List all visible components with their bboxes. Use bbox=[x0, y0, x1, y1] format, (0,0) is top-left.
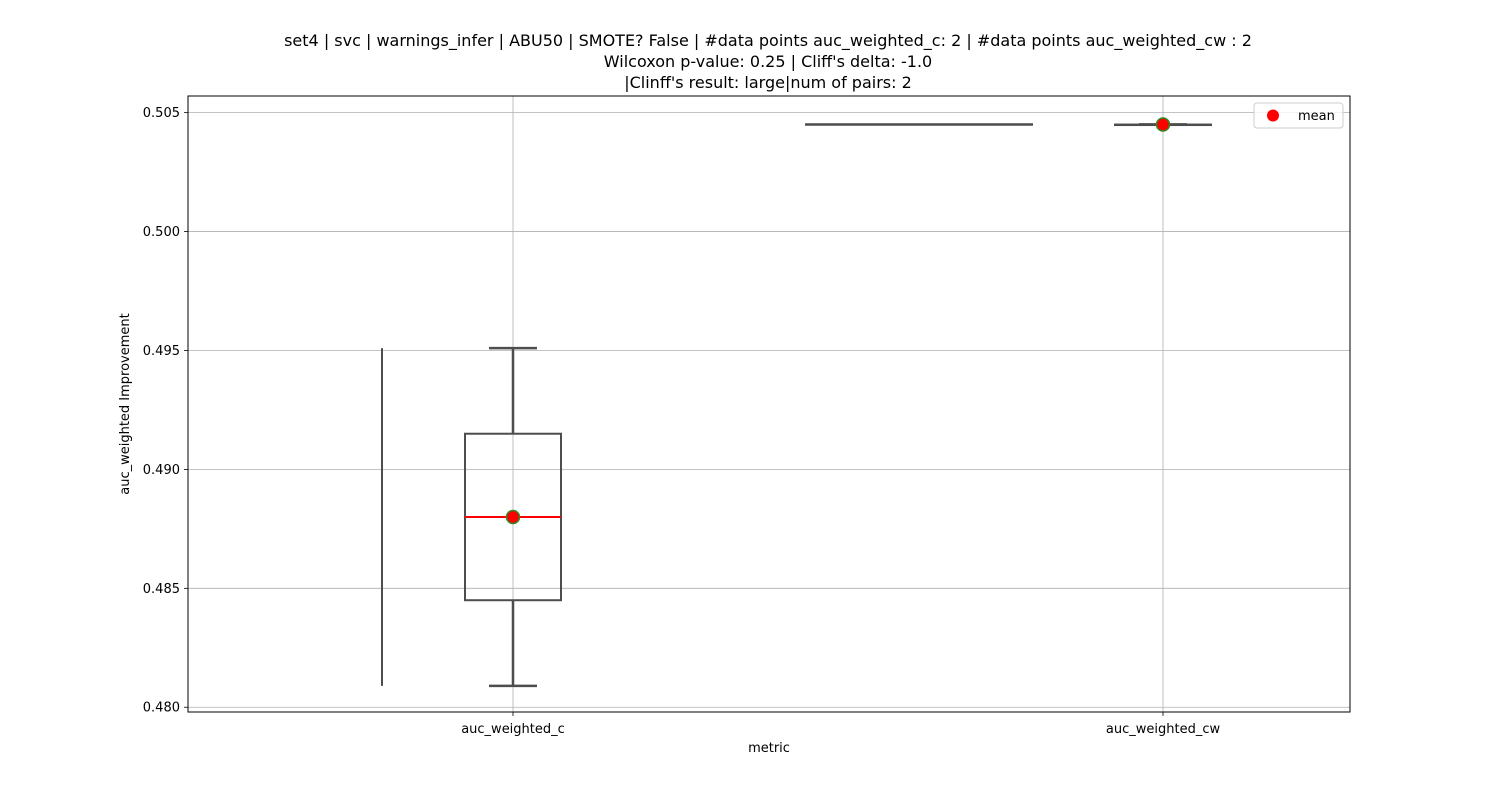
chart-title: set4 | svc | warnings_infer | ABU50 | SM… bbox=[284, 31, 1252, 92]
box-auc_weighted_c bbox=[464, 346, 562, 688]
legend: mean bbox=[1253, 102, 1344, 129]
mean-marker bbox=[505, 509, 521, 525]
y-axis-ticks: 0.480 0.485 0.490 0.495 0.500 0.505 bbox=[143, 106, 188, 716]
title-line-3: |Clinff's result: large|num of pairs: 2 bbox=[624, 73, 912, 92]
legend-entry-mean: mean bbox=[1298, 109, 1335, 124]
x-axis-label: metric bbox=[748, 741, 790, 756]
grid-lines bbox=[188, 96, 1350, 712]
y-tick-label: 0.480 bbox=[143, 701, 180, 716]
box-auc_weighted_cw bbox=[1114, 117, 1212, 132]
title-line-2: Wilcoxon p-value: 0.25 | Cliff's delta: … bbox=[604, 52, 932, 71]
x-tick-label: auc_weighted_c bbox=[461, 722, 565, 737]
y-tick-label: 0.490 bbox=[143, 463, 180, 478]
plot-marks bbox=[381, 117, 1212, 688]
y-tick-label: 0.505 bbox=[143, 106, 180, 121]
y-tick-label: 0.500 bbox=[143, 225, 180, 240]
legend-box bbox=[1253, 102, 1344, 129]
y-tick-label: 0.485 bbox=[143, 582, 180, 597]
title-line-1: set4 | svc | warnings_infer | ABU50 | SM… bbox=[284, 31, 1252, 51]
y-tick-label: 0.495 bbox=[143, 344, 180, 359]
x-axis-ticks: auc_weighted_c auc_weighted_cw bbox=[461, 712, 1220, 737]
plot-frame bbox=[187, 95, 1351, 713]
legend-mean-marker bbox=[1267, 109, 1279, 122]
mean-marker bbox=[1155, 117, 1171, 132]
x-tick-label: auc_weighted_cw bbox=[1106, 722, 1221, 737]
y-axis-label: auc_weighted Improvement bbox=[118, 313, 133, 495]
